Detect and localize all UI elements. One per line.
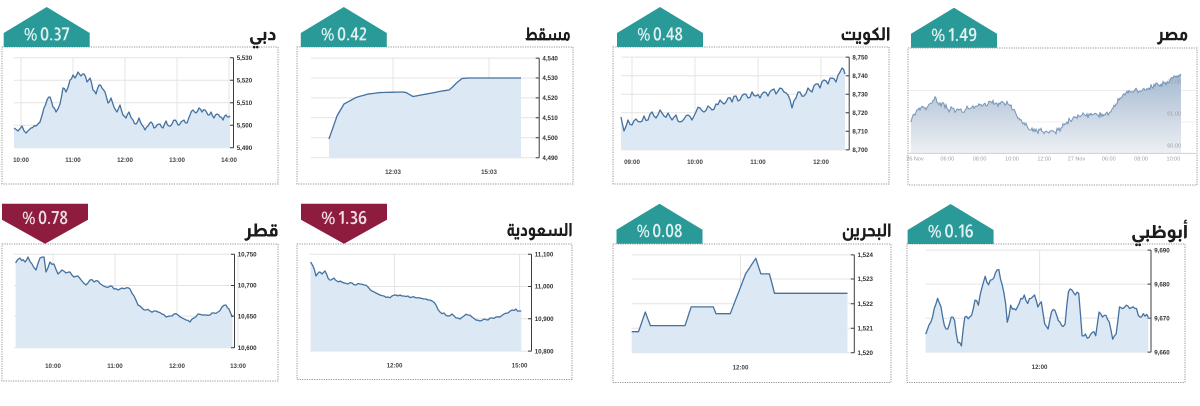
- svg-text:10:00: 10:00: [687, 159, 703, 166]
- svg-text:8,700: 8,700: [852, 147, 868, 154]
- svg-text:9,680: 9,680: [1154, 281, 1170, 288]
- svg-text:5,530: 5,530: [237, 55, 253, 62]
- svg-text:9,670: 9,670: [1154, 315, 1170, 322]
- svg-text:10:00: 10:00: [13, 157, 29, 164]
- svg-text:11,100: 11,100: [535, 251, 554, 258]
- svg-text:10:00: 10:00: [1005, 157, 1019, 163]
- svg-text:15:00: 15:00: [512, 363, 528, 370]
- svg-text:4,520: 4,520: [542, 95, 558, 102]
- svg-text:60.00: 60.00: [1167, 144, 1181, 150]
- svg-text:13:00: 13:00: [169, 157, 185, 164]
- svg-text:10,650: 10,650: [238, 313, 257, 320]
- svg-text:62.00: 62.00: [1167, 80, 1181, 86]
- svg-text:11:00: 11:00: [107, 363, 123, 370]
- svg-text:8,740: 8,740: [852, 73, 868, 80]
- svg-text:08:00: 08:00: [973, 157, 987, 163]
- svg-text:10,600: 10,600: [238, 345, 257, 352]
- svg-text:4,530: 4,530: [542, 75, 558, 82]
- svg-text:10,900: 10,900: [535, 316, 554, 323]
- svg-text:10,700: 10,700: [238, 283, 257, 290]
- svg-text:9,690: 9,690: [1154, 247, 1170, 254]
- svg-text:08:00: 08:00: [1134, 157, 1148, 163]
- svg-text:9,660: 9,660: [1154, 349, 1170, 356]
- svg-text:8,720: 8,720: [852, 110, 868, 117]
- svg-text:12:00: 12:00: [1032, 364, 1048, 371]
- svg-text:1,522: 1,522: [858, 301, 874, 308]
- svg-text:8,710: 8,710: [852, 129, 868, 136]
- svg-text:12:00: 12:00: [117, 157, 133, 164]
- svg-text:06:00: 06:00: [1102, 157, 1116, 163]
- svg-text:5,510: 5,510: [237, 100, 253, 107]
- svg-text:11:00: 11:00: [750, 159, 766, 166]
- svg-text:12:00: 12:00: [813, 159, 829, 166]
- svg-text:1,521: 1,521: [858, 326, 874, 333]
- svg-text:12:00: 12:00: [387, 363, 403, 370]
- svg-text:06:00: 06:00: [940, 157, 954, 163]
- svg-text:10,800: 10,800: [535, 348, 554, 355]
- svg-text:27 Nov: 27 Nov: [1068, 157, 1086, 163]
- svg-text:8,730: 8,730: [852, 91, 868, 98]
- svg-text:1,523: 1,523: [858, 276, 874, 283]
- svg-text:4,510: 4,510: [542, 115, 558, 122]
- svg-text:10,750: 10,750: [238, 251, 257, 258]
- svg-text:11:00: 11:00: [65, 157, 81, 164]
- svg-text:5,500: 5,500: [237, 122, 253, 129]
- svg-text:61.00: 61.00: [1167, 112, 1181, 118]
- svg-text:8,750: 8,750: [852, 54, 868, 61]
- svg-text:1,520: 1,520: [858, 350, 874, 357]
- svg-text:1,524: 1,524: [858, 252, 874, 259]
- svg-text:10:00: 10:00: [45, 363, 61, 370]
- svg-text:12:00: 12:00: [169, 363, 185, 370]
- svg-text:13:00: 13:00: [230, 363, 246, 370]
- svg-text:5,520: 5,520: [237, 77, 253, 84]
- svg-text:09:00: 09:00: [624, 159, 640, 166]
- svg-text:12:00: 12:00: [1037, 157, 1051, 163]
- svg-text:5,490: 5,490: [237, 145, 253, 152]
- svg-text:11,000: 11,000: [535, 284, 554, 291]
- svg-text:4,500: 4,500: [542, 135, 558, 142]
- svg-text:14:00: 14:00: [221, 157, 237, 164]
- svg-text:12:03: 12:03: [385, 169, 401, 176]
- svg-text:4,540: 4,540: [542, 55, 558, 62]
- svg-text:4,490: 4,490: [542, 155, 558, 162]
- svg-text:26 Nov: 26 Nov: [906, 157, 924, 163]
- svg-text:10:00: 10:00: [1167, 157, 1181, 163]
- svg-text:15:03: 15:03: [481, 169, 497, 176]
- svg-text:12:00: 12:00: [733, 365, 749, 372]
